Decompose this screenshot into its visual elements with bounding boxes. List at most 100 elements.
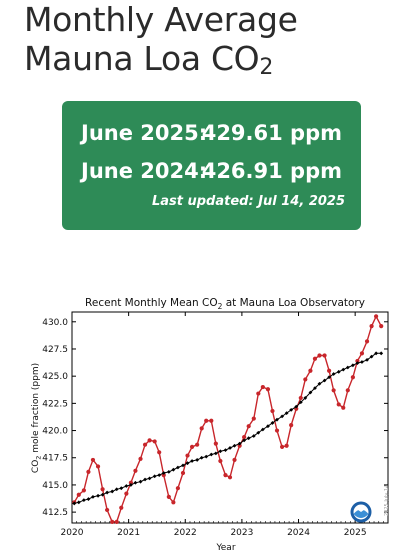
y-axis: 412.5 415.0 417.5 420.0 422.5 425.0 427.5 430.0 bbox=[42, 318, 388, 518]
trend-point bbox=[355, 361, 360, 366]
trend-point bbox=[218, 449, 223, 454]
trend-point bbox=[81, 498, 86, 503]
monthly-mean-point bbox=[114, 519, 119, 525]
monthly-mean-point bbox=[227, 475, 233, 480]
co2-line-chart: Recent Monthly Mean CO2 at Mauna Loa Obs… bbox=[31, 297, 390, 553]
monthly-mean-point bbox=[166, 494, 171, 499]
monthly-mean-point bbox=[284, 443, 289, 448]
trend-point bbox=[190, 459, 194, 463]
x-tick-label: 2021 bbox=[117, 528, 140, 538]
monthly-mean-point bbox=[232, 457, 237, 463]
monthly-mean-point bbox=[242, 434, 247, 440]
monthly-mean-point bbox=[157, 450, 162, 455]
chart-title-main: Recent Monthly Mean CO bbox=[85, 297, 218, 309]
x-axis: 2020 2021 2022 2023 2024 2025 bbox=[61, 312, 384, 538]
monthly-mean-point bbox=[161, 473, 166, 478]
trend-point bbox=[209, 452, 214, 457]
trend-point bbox=[213, 451, 218, 456]
reading-row-previous: June 2024: 426.91 ppm bbox=[62, 159, 361, 189]
monthly-mean-point bbox=[364, 339, 370, 344]
trend-point bbox=[86, 497, 91, 501]
y-tick-label: 417.5 bbox=[42, 454, 68, 464]
trend-point bbox=[175, 465, 180, 470]
trend-point bbox=[284, 411, 289, 416]
trend-line bbox=[74, 352, 382, 504]
page-title-subscript: 2 bbox=[259, 55, 274, 80]
monthly-mean-point bbox=[374, 314, 379, 319]
monthly-mean-point bbox=[345, 388, 350, 393]
trend-point bbox=[260, 427, 265, 432]
noaa-logo-icon bbox=[350, 501, 372, 523]
reading-label-current: June 2025: bbox=[81, 121, 208, 145]
y-tick-label: 427.5 bbox=[42, 345, 68, 355]
monthly-mean-point bbox=[223, 473, 228, 478]
monthly-mean-point bbox=[379, 324, 384, 329]
trend-point bbox=[275, 417, 279, 422]
reading-row-current: June 2025: 429.61 ppm bbox=[62, 121, 361, 151]
trend-point bbox=[204, 454, 209, 459]
monthly-mean-point bbox=[189, 444, 195, 449]
trend-point bbox=[308, 390, 313, 395]
trend-point bbox=[195, 458, 200, 462]
monthly-mean-point bbox=[265, 387, 271, 392]
trend-point bbox=[105, 490, 110, 495]
monthly-mean-point bbox=[355, 358, 360, 364]
trend-point bbox=[336, 369, 341, 374]
chart-title-rest: at Mauna Loa Observatory bbox=[222, 297, 365, 309]
plot-frame bbox=[71, 311, 389, 524]
monthly-mean-point bbox=[142, 442, 148, 447]
reading-label-previous: June 2024: bbox=[81, 159, 208, 183]
trend-point bbox=[303, 396, 308, 400]
monthly-mean-point bbox=[260, 384, 265, 390]
monthly-mean-point bbox=[100, 487, 105, 492]
y-tick-label: 420.0 bbox=[42, 427, 68, 437]
trend-point bbox=[119, 486, 124, 491]
trend-point bbox=[327, 375, 332, 380]
monthly-mean-point bbox=[251, 416, 256, 421]
monthly-mean-point bbox=[312, 356, 318, 361]
x-tick-label: 2023 bbox=[230, 528, 253, 538]
trend-point bbox=[294, 404, 299, 409]
y-axis-label: CO2 mole fraction (ppm) bbox=[31, 363, 43, 473]
y-tick-label: 412.5 bbox=[42, 508, 68, 518]
x-tick-label: 2022 bbox=[174, 528, 197, 538]
trend-point bbox=[110, 489, 115, 494]
monthly-mean-point bbox=[124, 491, 129, 496]
trend-point bbox=[161, 471, 166, 475]
monthly-mean-point bbox=[105, 507, 110, 513]
x-axis-label: Year bbox=[215, 543, 235, 553]
trend-point bbox=[365, 357, 369, 362]
monthly-mean-point bbox=[199, 426, 204, 431]
monthly-mean-point bbox=[138, 456, 143, 461]
monthly-mean-point bbox=[327, 368, 332, 373]
monthly-mean-point bbox=[110, 519, 115, 525]
reading-value-previous: 426.91 ppm bbox=[201, 159, 342, 183]
monthly-mean-point bbox=[369, 324, 374, 329]
monthly-mean-point bbox=[308, 368, 313, 373]
trend-point bbox=[270, 421, 275, 425]
monthly-mean-point bbox=[274, 428, 280, 433]
monthly-mean-point bbox=[171, 500, 176, 505]
y-tick-label: 425.0 bbox=[42, 372, 68, 382]
monthly-mean-line bbox=[73, 314, 382, 523]
trend-point bbox=[341, 367, 346, 372]
y-tick-label: 415.0 bbox=[42, 481, 68, 491]
trend-point bbox=[138, 479, 143, 484]
monthly-mean-point bbox=[298, 395, 303, 401]
trend-point bbox=[114, 487, 119, 492]
monthly-mean-point bbox=[195, 442, 200, 447]
trend-point bbox=[322, 378, 327, 383]
trend-point bbox=[232, 443, 237, 448]
trend-point bbox=[360, 360, 364, 364]
trend-point bbox=[152, 474, 157, 479]
chart-title-subscript: 2 bbox=[218, 302, 223, 311]
monthly-mean-point bbox=[180, 470, 186, 476]
trend-point bbox=[251, 434, 256, 438]
monthly-mean-point bbox=[322, 353, 327, 358]
monthly-mean-point bbox=[331, 388, 336, 393]
trend-point bbox=[157, 473, 162, 478]
y-tick-label: 422.5 bbox=[42, 399, 68, 409]
trend-point bbox=[181, 463, 185, 468]
monthly-mean-point bbox=[128, 480, 133, 485]
monthly-mean-point bbox=[133, 468, 138, 473]
